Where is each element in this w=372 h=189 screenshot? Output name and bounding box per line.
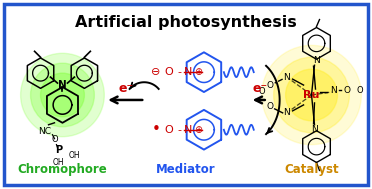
Text: OH: OH <box>68 151 80 160</box>
Text: •: • <box>152 122 161 137</box>
Text: e⁻: e⁻ <box>119 81 134 94</box>
Text: N: N <box>283 73 290 82</box>
Text: Chromophore: Chromophore <box>17 163 108 176</box>
Text: ⊕: ⊕ <box>194 125 202 135</box>
Circle shape <box>31 63 94 127</box>
Text: N: N <box>313 56 320 65</box>
Text: O: O <box>266 81 273 90</box>
Text: Ru: Ru <box>303 90 320 100</box>
Text: N: N <box>283 108 290 117</box>
Text: N: N <box>58 80 67 90</box>
Text: O: O <box>51 135 58 144</box>
Circle shape <box>274 57 349 133</box>
Text: -: - <box>177 125 181 135</box>
Text: Catalyst: Catalyst <box>284 163 339 176</box>
Text: N: N <box>311 125 318 134</box>
Text: -: - <box>177 67 181 77</box>
Text: O: O <box>266 102 273 111</box>
Circle shape <box>41 73 84 117</box>
Text: N: N <box>330 86 337 94</box>
Text: OH: OH <box>53 158 64 167</box>
Text: ⊖: ⊖ <box>151 67 161 77</box>
Circle shape <box>262 45 361 145</box>
Text: O: O <box>165 125 173 135</box>
Circle shape <box>20 53 104 137</box>
Text: P: P <box>55 145 62 155</box>
Text: N: N <box>184 125 192 135</box>
Text: O: O <box>344 86 351 94</box>
Text: Mediator: Mediator <box>156 163 216 176</box>
Text: N: N <box>184 67 192 77</box>
Text: O: O <box>165 67 173 77</box>
Text: ⊕: ⊕ <box>194 67 202 77</box>
Text: O: O <box>356 86 363 94</box>
Text: NC: NC <box>38 127 51 136</box>
Circle shape <box>286 69 337 121</box>
Text: Artificial photosynthesis: Artificial photosynthesis <box>75 15 297 30</box>
Text: e⁻: e⁻ <box>252 81 267 94</box>
Text: O: O <box>259 87 265 95</box>
